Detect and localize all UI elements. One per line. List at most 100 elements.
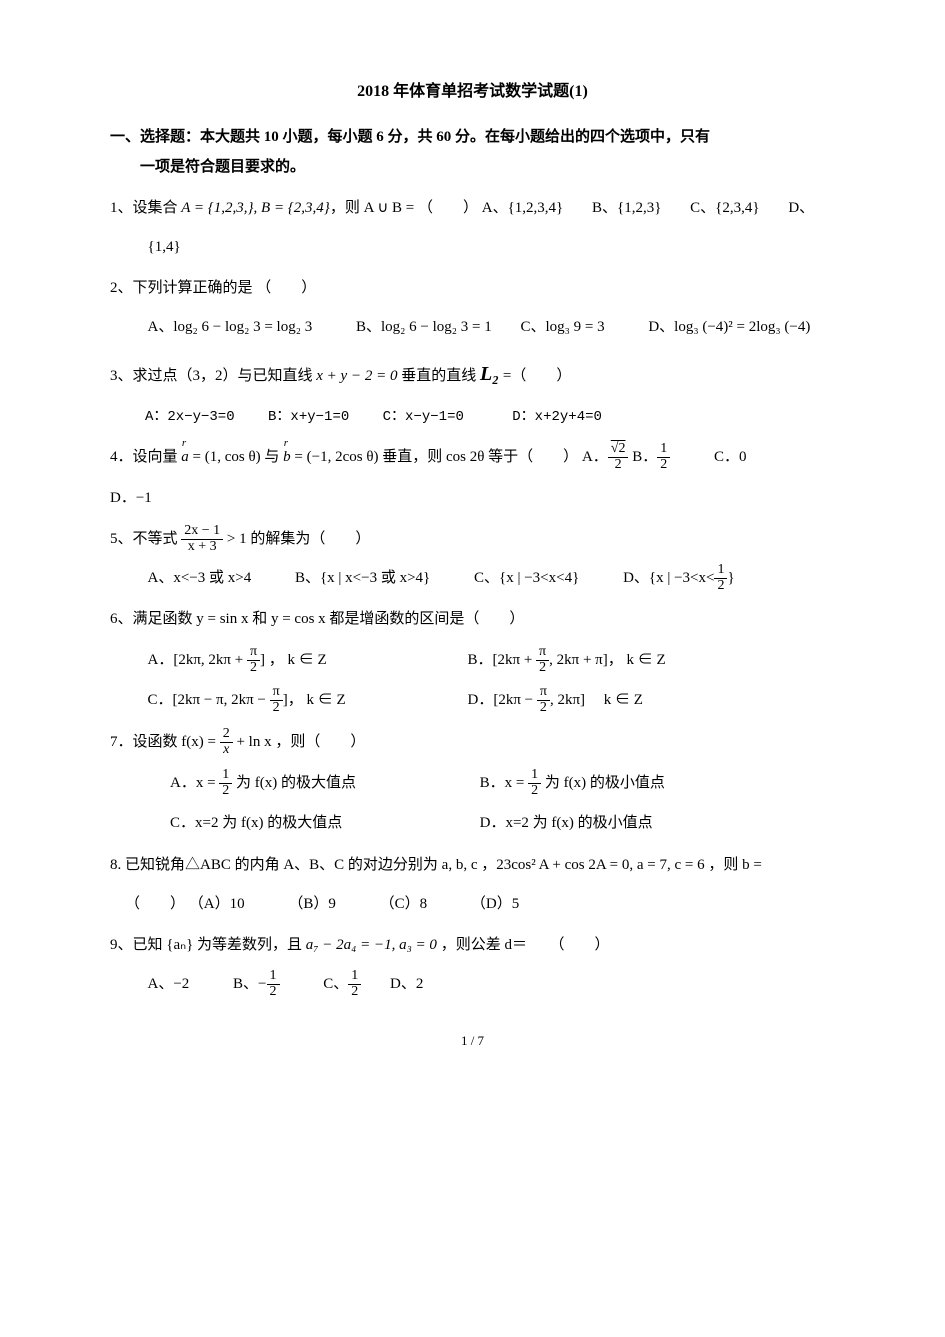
q6-B: B．[2kπ + π2, 2kπ + π]， k ∈ Z bbox=[468, 642, 784, 678]
q3-options: A：2x−y−3=0 B：x+y−1=0 C：x−y−1=0 D：x+2y+4=… bbox=[145, 402, 835, 433]
q8-stem-post: ，则 b = bbox=[705, 857, 762, 873]
q4-eqa: = (1, cos θ) 与 bbox=[189, 449, 283, 465]
doc-title: 2018 年体育单招考试数学试题(1) bbox=[110, 80, 835, 104]
q7-C: C．x=2 为 f(x) 的极大值点 bbox=[170, 805, 476, 841]
q6-D-post: , 2kπ] k ∈ Z bbox=[550, 692, 643, 708]
q1-optD: D、 bbox=[788, 200, 814, 216]
q6-C-pre: C．[2kπ − π, 2kπ − bbox=[148, 692, 270, 708]
q6-row1: A．[2kπ, 2kπ + π2] ， k ∈ Z B．[2kπ + π2, 2… bbox=[148, 642, 836, 678]
section-line2: 一项是符合题目要求的。 bbox=[110, 159, 305, 175]
question-6: 6、满足函数 y = sin x 和 y = cos x 都是增函数的区间是（ … bbox=[110, 603, 835, 636]
q6-A-den: 2 bbox=[247, 661, 260, 676]
q6-B-num: π bbox=[536, 645, 549, 661]
question-2: 2、下列计算正确的是 （ ） bbox=[110, 272, 835, 305]
q7-num: 2 bbox=[220, 727, 233, 743]
q7-B-num: 1 bbox=[528, 768, 541, 784]
q5-A: A、x<−3 或 x>4 bbox=[148, 570, 252, 586]
q6-row2: C．[2kπ − π, 2kπ − π2]， k ∈ Z D．[2kπ − π2… bbox=[148, 682, 836, 718]
q6-C-den: 2 bbox=[270, 701, 283, 716]
q7-den: x bbox=[220, 743, 233, 758]
page-number: 1 / 7 bbox=[110, 1031, 835, 1051]
q9-C-pre: C、 bbox=[323, 976, 348, 992]
q2-B: log₂ 6 − log₂ 3 = 1 bbox=[381, 319, 492, 335]
q7-stem-pre: 7．设函数 f(x) = bbox=[110, 734, 220, 750]
q4-A-pre: A． bbox=[582, 449, 608, 465]
q5-den: x + 3 bbox=[181, 540, 223, 555]
q1-sets: A = {1,2,3,}, B = {2,3,4} bbox=[181, 200, 330, 216]
question-3: 3、求过点（3，2）与已知直线 x + y − 2 = 0 垂直的直线 L₂ =… bbox=[110, 352, 835, 396]
q6-C-num: π bbox=[270, 685, 283, 701]
section-heading: 一、选择题：本大题共 10 小题，每小题 6 分，共 60 分。在每小题给出的四… bbox=[110, 122, 835, 182]
q5-D-den: 2 bbox=[714, 579, 727, 594]
q4-A-den: 2 bbox=[608, 458, 629, 473]
q7-A-pre: A．x = bbox=[170, 775, 219, 791]
q1-optB: B、{1,2,3} bbox=[592, 200, 661, 216]
q8-A: （A）10 bbox=[189, 896, 245, 912]
q2-B-pre: B、 bbox=[356, 319, 381, 335]
q3-D: D：x+2y+4=0 bbox=[512, 409, 602, 425]
q5-options: A、x<−3 或 x>4 B、{x | x<−3 或 x>4} C、{x | −… bbox=[148, 562, 836, 595]
q2-options: A、log₂ 6 − log₂ 3 = log₂ 3 B、log₂ 6 − lo… bbox=[148, 311, 836, 344]
q4-B-frac: 12 bbox=[657, 442, 670, 472]
q7-frac: 2x bbox=[220, 727, 233, 757]
q3-stem-pre: 3、求过点（3，2）与已知直线 bbox=[110, 368, 316, 384]
q4-va: a bbox=[181, 441, 189, 474]
q6-A-post: ] ， k ∈ Z bbox=[260, 652, 327, 668]
q5-B: B、{x | x<−3 或 x>4} bbox=[295, 570, 430, 586]
q6-B-pre: B．[2kπ + bbox=[468, 652, 537, 668]
q3-C: C：x−y−1=0 bbox=[383, 409, 464, 425]
q2-C: log₃ 9 = 3 bbox=[545, 319, 604, 335]
q7-B-den: 2 bbox=[528, 784, 541, 799]
q9-B-pre: B、− bbox=[233, 976, 266, 992]
q5-num: 2x − 1 bbox=[181, 524, 223, 540]
q6-D-num: π bbox=[537, 685, 550, 701]
q9-A: A、−2 bbox=[148, 976, 190, 992]
q2-A: log₂ 6 − log₂ 3 = log₂ 3 bbox=[173, 319, 312, 335]
q9-options: A、−2 B、−12 C、12 D、2 bbox=[148, 968, 836, 1001]
q1-optD-extra: {1,4} bbox=[148, 231, 836, 264]
q5-stem-post: > 1 的解集为（ ） bbox=[223, 531, 370, 547]
q4-A-num-txt: √2 bbox=[611, 441, 626, 456]
q6-C: C．[2kπ − π, 2kπ − π2]， k ∈ Z bbox=[148, 682, 464, 718]
q2-D: log₃ (−4)² = 2log₃ (−4) bbox=[674, 319, 810, 335]
q7-B-post: 为 f(x) 的极小值点 bbox=[541, 775, 665, 791]
q5-stem-pre: 5、不等式 bbox=[110, 531, 181, 547]
q5-D-pre: D、{x | −3<x< bbox=[623, 570, 714, 586]
q9-B-den: 2 bbox=[267, 985, 280, 1000]
q1-optC: C、{2,3,4} bbox=[690, 200, 759, 216]
q7-stem-post: + ln x ，则（ ） bbox=[233, 734, 366, 750]
q7-row1: A．x = 12 为 f(x) 的极大值点 B．x = 12 为 f(x) 的极… bbox=[170, 765, 835, 801]
q5-D-num: 1 bbox=[714, 563, 727, 579]
question-1: 1、设集合 A = {1,2,3,}, B = {2,3,4}，则 A ∪ B … bbox=[110, 192, 835, 225]
question-5: 5、不等式 2x − 1x + 3 > 1 的解集为（ ） bbox=[110, 523, 835, 556]
q7-row2: C．x=2 为 f(x) 的极大值点 D．x=2 为 f(x) 的极小值点 bbox=[170, 805, 835, 841]
q4-eqb: = (−1, 2cos θ) 垂直，则 cos 2θ 等于（ ） bbox=[291, 449, 579, 465]
q4-B-num: 1 bbox=[657, 442, 670, 458]
q6-D-den: 2 bbox=[537, 701, 550, 716]
q8-stem-pre: 8. 已知锐角△ABC 的内角 A、B、C 的对边分别为 a, b, c ， bbox=[110, 857, 496, 873]
q9-C-num: 1 bbox=[348, 969, 361, 985]
q7-A: A．x = 12 为 f(x) 的极大值点 bbox=[170, 765, 476, 801]
q5-D-post: } bbox=[727, 570, 734, 586]
q4-vb: b bbox=[283, 441, 291, 474]
question-9: 9、已知 {aₙ} 为等差数列，且 a₇ − 2a₄ = −1, a₃ = 0 … bbox=[110, 929, 835, 962]
q1-stem-pre: 1、设集合 bbox=[110, 200, 181, 216]
q6-A-pre: A．[2kπ, 2kπ + bbox=[148, 652, 247, 668]
q4-A-num: √2 bbox=[608, 442, 629, 458]
q3-L: L₂ bbox=[480, 363, 499, 385]
question-7: 7．设函数 f(x) = 2x + ln x ，则（ ） bbox=[110, 726, 835, 759]
q3-A: A：2x−y−3=0 bbox=[145, 409, 235, 425]
q7-B-pre: B．x = bbox=[480, 775, 528, 791]
q3-stem-post: =（ ） bbox=[499, 368, 571, 384]
q6-A: A．[2kπ, 2kπ + π2] ， k ∈ Z bbox=[148, 642, 464, 678]
q9-eq: a₇ − 2a₄ = −1, a₃ = 0 bbox=[306, 937, 437, 953]
q4-D: D．−1 bbox=[110, 482, 835, 515]
q8-paren: （ ） bbox=[125, 896, 185, 912]
q6-D-pre: D．[2kπ − bbox=[468, 692, 537, 708]
q4-C: C．0 bbox=[714, 449, 747, 465]
q5-frac: 2x − 1x + 3 bbox=[181, 524, 223, 554]
q8-C: （C）8 bbox=[380, 896, 428, 912]
q2-A-pre: A、 bbox=[148, 319, 174, 335]
q6-C-post: ]， k ∈ Z bbox=[283, 692, 346, 708]
q8-eq: 23cos² A + cos 2A = 0, a = 7, c = 6 bbox=[496, 857, 704, 873]
